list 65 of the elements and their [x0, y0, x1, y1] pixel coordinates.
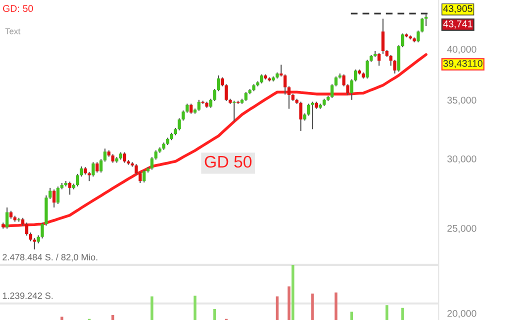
candlestick — [393, 59, 396, 74]
bar — [350, 312, 354, 320]
candlestick — [378, 52, 381, 66]
chart-title: GD: 50 — [3, 5, 33, 12]
candlestick — [307, 103, 310, 116]
bar — [111, 315, 114, 320]
candlestick — [92, 162, 95, 178]
candlestick — [216, 74, 220, 92]
ref-line-label: 2.478.484 S. / 82,0 Mio. — [2, 254, 98, 262]
y-tick-label: 40,000 — [447, 46, 476, 54]
y-tick-label: 20,000 — [447, 310, 476, 318]
candlestick — [76, 173, 80, 187]
candlestick — [366, 59, 369, 80]
candlestick — [32, 238, 36, 250]
text: 43,741 — [443, 20, 472, 28]
candlestick — [310, 101, 314, 130]
candlestick — [284, 74, 287, 96]
candlestick — [88, 171, 91, 182]
bar — [150, 296, 154, 320]
line-series — [2, 53, 428, 228]
text: 39,43110 — [443, 60, 482, 68]
ref-line-label: 43,905 — [443, 5, 472, 14]
candlestick — [103, 148, 107, 162]
y-tick-label: 35,000 — [447, 96, 476, 105]
bar — [386, 305, 388, 320]
annotation: Text — [5, 28, 20, 34]
bar — [401, 308, 404, 320]
candlestick — [122, 152, 126, 164]
candlestick — [99, 158, 103, 174]
candlestick — [280, 64, 283, 78]
bar — [311, 294, 314, 320]
candlestick — [287, 86, 291, 110]
bar — [213, 308, 216, 320]
candlestick — [25, 222, 28, 236]
candlestick — [381, 18, 385, 54]
candlestick — [224, 84, 228, 102]
bar — [334, 292, 338, 320]
bar — [292, 264, 294, 320]
candlestick — [197, 99, 201, 112]
candlestick — [354, 69, 358, 82]
candlestick — [80, 166, 84, 178]
candlestick — [350, 78, 354, 100]
candlestick — [68, 181, 72, 196]
bar — [60, 316, 64, 320]
candlestick — [299, 101, 302, 132]
bar — [276, 296, 279, 320]
ref-line-label: 1.239.242 S. — [2, 292, 53, 299]
y-tick-label: 30,000 — [447, 155, 476, 164]
candlestick — [154, 150, 158, 160]
bar — [194, 296, 196, 320]
candlestick — [142, 169, 146, 184]
candlestick — [232, 100, 236, 122]
y-tick-label: 25,000 — [447, 224, 476, 233]
candlestick — [401, 32, 404, 48]
bar — [288, 286, 290, 320]
candlestick — [190, 103, 193, 114]
candlestick — [5, 206, 9, 230]
candlestick — [424, 14, 428, 27]
candlestick — [52, 188, 56, 208]
candlestick — [150, 156, 154, 170]
candlestick — [330, 84, 334, 99]
candlestick — [334, 76, 338, 87]
candlestick — [96, 162, 99, 174]
candlestick — [56, 186, 60, 205]
series-label: GD 50 — [204, 156, 252, 168]
